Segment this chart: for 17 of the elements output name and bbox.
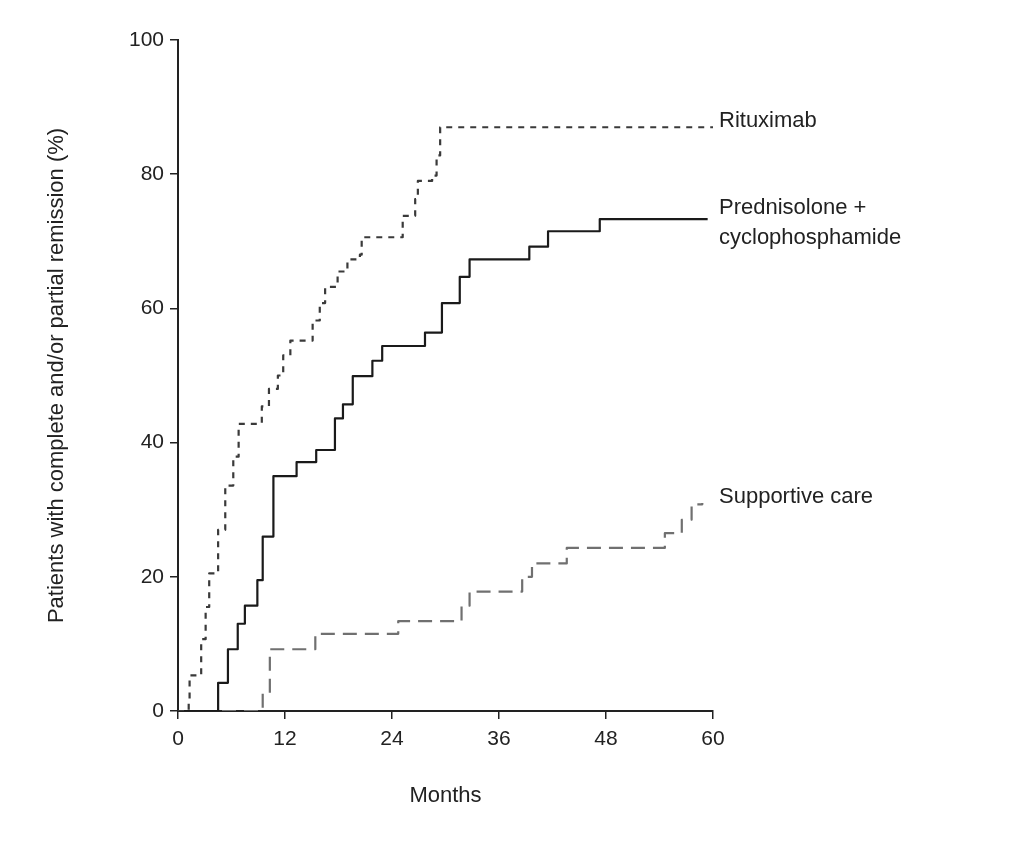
- x-tick-label: 48: [594, 726, 618, 750]
- series-label: Rituximab: [719, 107, 817, 133]
- series-label: Supportive care: [719, 483, 874, 509]
- y-tick-label: 100: [128, 26, 164, 50]
- y-tick-label: 20: [140, 563, 164, 587]
- x-tick-label: 60: [701, 726, 725, 750]
- y-tick-label: 0: [152, 697, 164, 721]
- y-axis-title: Patients with complete and/or partial remission (%): [43, 127, 69, 624]
- y-tick-label: 40: [140, 429, 164, 453]
- y-tick-label: 60: [140, 295, 164, 319]
- x-tick-label: 12: [273, 726, 297, 750]
- series-label: Prednisolone + cyclophosphamide: [719, 194, 902, 250]
- x-tick-label: 24: [380, 726, 404, 750]
- x-axis-title: Months: [409, 781, 482, 807]
- y-tick-label: 80: [140, 161, 164, 184]
- x-tick-label: 36: [487, 726, 511, 750]
- x-tick-label: 0: [172, 726, 184, 750]
